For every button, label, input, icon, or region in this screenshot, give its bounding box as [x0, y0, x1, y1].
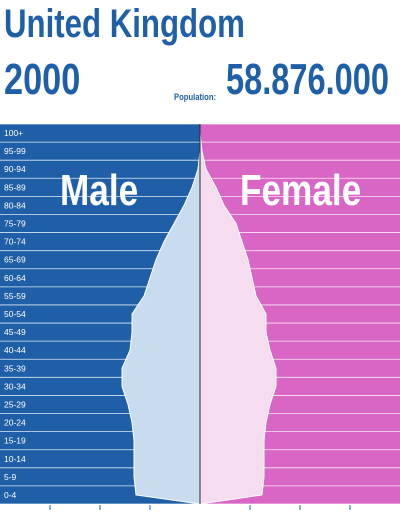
age-label: 30-34 — [4, 381, 26, 391]
age-label: 35-39 — [4, 363, 26, 373]
age-label: 90-94 — [4, 164, 26, 174]
population-value: 58.876.000 — [226, 55, 389, 104]
tick-label: 5% — [294, 508, 307, 518]
age-label: 60-64 — [4, 273, 26, 283]
age-label: 70-74 — [4, 237, 26, 247]
age-label: 100+ — [4, 128, 23, 138]
age-labels: 0-4 5-9 10-14 15-19 20-24 25-29 30-34 35-39 40-4… — [4, 128, 26, 500]
age-label: 55-59 — [4, 291, 26, 301]
age-label: 65-69 — [4, 255, 26, 265]
tick-label: 2.5% — [240, 508, 260, 518]
male-label: Male — [60, 166, 138, 215]
age-label: 0-4 — [4, 490, 17, 500]
age-label: 10-14 — [4, 454, 26, 464]
country-title: United Kingdom — [4, 2, 245, 46]
tick-label: 7.5% — [40, 508, 60, 518]
age-label: 20-24 — [4, 418, 26, 428]
tick-label: 2.5% — [140, 508, 160, 518]
tick-label: 5% — [94, 508, 107, 518]
age-label: 40-44 — [4, 345, 26, 355]
age-label: 25-29 — [4, 399, 26, 409]
x-axis-ticks: 7.5% 5% 2.5% 2.5% 5% 7.5% — [40, 505, 360, 518]
female-label: Female — [240, 166, 361, 215]
year-title: 2000 — [4, 55, 81, 104]
age-label: 15-19 — [4, 436, 26, 446]
age-label: 5-9 — [4, 472, 17, 482]
age-label: 95-99 — [4, 146, 26, 156]
age-label: 50-54 — [4, 309, 26, 319]
age-label: 85-89 — [4, 182, 26, 192]
tick-label: 7.5% — [340, 508, 360, 518]
female-population-area — [199, 124, 277, 505]
age-label: 45-49 — [4, 327, 26, 337]
age-label: 75-79 — [4, 219, 26, 229]
age-label: 80-84 — [4, 200, 26, 210]
male-population-area — [121, 124, 201, 505]
population-label: Population: — [174, 92, 217, 102]
